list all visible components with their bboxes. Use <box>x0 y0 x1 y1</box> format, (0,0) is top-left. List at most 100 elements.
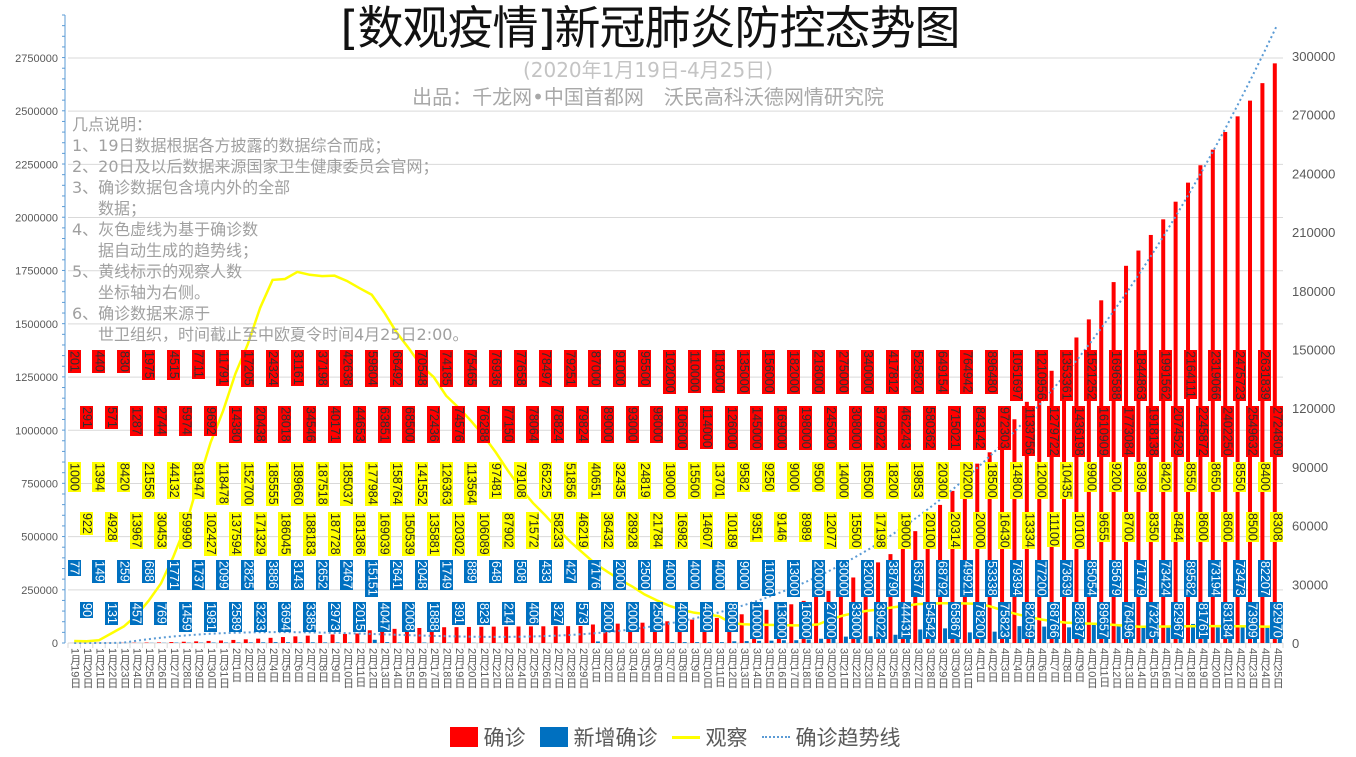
note-line: 几点说明： <box>72 115 153 134</box>
x-axis-tick-label: 3月23日 <box>862 648 875 689</box>
bar-new-confirmed <box>1067 627 1072 643</box>
legend-item-trendline[interactable]: 确诊趋势线 <box>761 722 901 752</box>
bar-confirmed <box>504 626 509 643</box>
data-label-new-confirmed: 13000 <box>786 560 801 597</box>
data-label-new-confirmed: 71779 <box>1133 560 1148 597</box>
bar-confirmed <box>640 622 645 643</box>
bar-new-confirmed <box>682 642 687 643</box>
bar-confirmed <box>553 626 558 643</box>
data-label-new-confirmed: 65867 <box>947 602 962 639</box>
data-label-confirmed: 31161 <box>290 350 305 386</box>
x-axis-tick-label: 4月7日 <box>1048 648 1061 683</box>
data-label-observation: 8700 <box>1121 512 1136 542</box>
data-label-confirmed: 11791 <box>216 350 231 386</box>
bar-new-confirmed <box>1017 626 1022 643</box>
bar-confirmed <box>516 626 521 643</box>
bar-confirmed <box>268 637 273 643</box>
data-label-confirmed: 1051697 <box>1009 350 1024 401</box>
left-axis-tick-label: 750000 <box>21 478 58 490</box>
data-label-new-confirmed: 10000 <box>749 602 764 639</box>
bar-confirmed <box>566 626 571 643</box>
data-label-observation: 169039 <box>377 512 392 556</box>
legend-item-new-confirmed[interactable]: 新增确诊 <box>539 722 658 752</box>
bar-new-confirmed <box>992 631 997 643</box>
x-axis-tick-label: 4月21日 <box>1221 648 1234 689</box>
bar-confirmed <box>590 624 595 643</box>
x-axis-tick-label: 2月1日 <box>229 648 242 683</box>
x-axis-tick-label: 2月12日 <box>366 648 379 689</box>
data-label-new-confirmed: 82059 <box>1022 602 1037 639</box>
bar-confirmed <box>454 627 459 643</box>
data-label-new-confirmed: 3143 <box>290 560 305 590</box>
right-axis-tick-label: 240000 <box>1292 166 1335 181</box>
data-label-new-confirmed: 2641 <box>390 560 405 590</box>
data-label-new-confirmed: 11000 <box>761 560 776 596</box>
x-axis-tick-label: 3月20日 <box>824 648 837 689</box>
data-label-observation: 12000 <box>1034 462 1049 499</box>
legend-item-observation[interactable]: 观察 <box>671 722 748 752</box>
data-label-confirmed: 118000 <box>712 350 727 393</box>
data-label-confirmed: 28018 <box>278 406 293 443</box>
x-axis-tick-label: 3月31日 <box>961 648 974 689</box>
data-label-new-confirmed: 30000 <box>836 560 851 597</box>
x-axis-tick-label: 4月6日 <box>1035 648 1048 683</box>
bar-new-confirmed <box>769 640 774 643</box>
x-axis-tick-label: 1月22日 <box>105 648 118 689</box>
x-axis-tick-label: 4月2日 <box>986 648 999 683</box>
bar-confirmed <box>665 621 670 643</box>
data-label-observation: 44132 <box>166 462 181 499</box>
data-label-observation: 10100 <box>1071 512 1086 549</box>
data-label-confirmed: 75465 <box>464 350 479 387</box>
x-axis-tick-label: 2月4日 <box>267 648 280 683</box>
data-label-new-confirmed: 75823 <box>997 602 1012 639</box>
data-label-new-confirmed: 131 <box>104 602 119 625</box>
right-axis-tick-label: 300000 <box>1292 49 1335 64</box>
bar-new-confirmed <box>943 628 948 643</box>
data-label-new-confirmed: 8000 <box>724 602 739 632</box>
data-label-confirmed: 1133756 <box>1022 406 1037 456</box>
data-label-observation: 9146 <box>774 512 789 542</box>
data-label-new-confirmed: 2467 <box>340 560 355 590</box>
data-label-observation: 14607 <box>699 512 714 549</box>
x-axis-tick-label: 3月10日 <box>700 648 713 689</box>
x-axis-tick-label: 4月4日 <box>1010 648 1023 683</box>
data-label-observation: 135881 <box>427 512 442 556</box>
bar-confirmed <box>206 640 211 643</box>
x-axis-tick-label: 2月15日 <box>403 648 416 689</box>
data-label-observation: 185555 <box>266 462 281 506</box>
data-label-new-confirmed: 508 <box>514 560 529 583</box>
bar-confirmed <box>218 640 223 643</box>
data-label-confirmed: 87000 <box>588 350 603 387</box>
data-label-new-confirmed: 82207 <box>1257 560 1272 597</box>
x-axis-tick-label: 1月28日 <box>180 648 193 689</box>
bar-confirmed <box>1248 100 1253 644</box>
data-label-new-confirmed: 53338 <box>985 560 1000 597</box>
data-label-observation: 8650 <box>1208 462 1223 492</box>
x-axis-tick-label: 4月11日 <box>1097 648 1110 688</box>
data-label-observation: 13334 <box>1022 512 1037 549</box>
x-axis-tick-label: 4月8日 <box>1060 648 1073 683</box>
x-axis-tick-label: 4月17日 <box>1172 648 1185 689</box>
data-label-confirmed: 34546 <box>303 406 318 443</box>
data-label-confirmed: 1353361 <box>1059 350 1074 401</box>
data-label-new-confirmed: 68792 <box>935 560 950 597</box>
x-axis-tick-label: 3月12日 <box>725 648 738 689</box>
data-label-observation: 28928 <box>625 512 640 549</box>
bar-confirmed <box>789 604 794 643</box>
x-axis-tick-label: 4月24日 <box>1258 648 1271 689</box>
legend-item-confirmed[interactable]: 确诊 <box>449 722 526 752</box>
data-label-new-confirmed: 3385 <box>303 602 318 632</box>
bar-confirmed <box>330 634 335 643</box>
note-line: 4、灰色虚线为基于确诊数 <box>72 220 259 239</box>
data-label-confirmed: 68500 <box>402 406 417 443</box>
data-label-confirmed: 2245872 <box>1195 406 1210 457</box>
bar-confirmed <box>479 626 484 643</box>
x-axis-tick-label: 4月3日 <box>998 648 1011 683</box>
data-label-confirmed: 571 <box>104 406 119 429</box>
bar-new-confirmed <box>1265 625 1270 643</box>
data-label-new-confirmed: 2048 <box>414 560 429 590</box>
x-axis-tick-label: 3月11日 <box>713 648 726 688</box>
bar-confirmed <box>888 554 893 643</box>
data-label-new-confirmed: 92970 <box>1270 602 1285 639</box>
data-label-observation: 8989 <box>799 512 814 542</box>
